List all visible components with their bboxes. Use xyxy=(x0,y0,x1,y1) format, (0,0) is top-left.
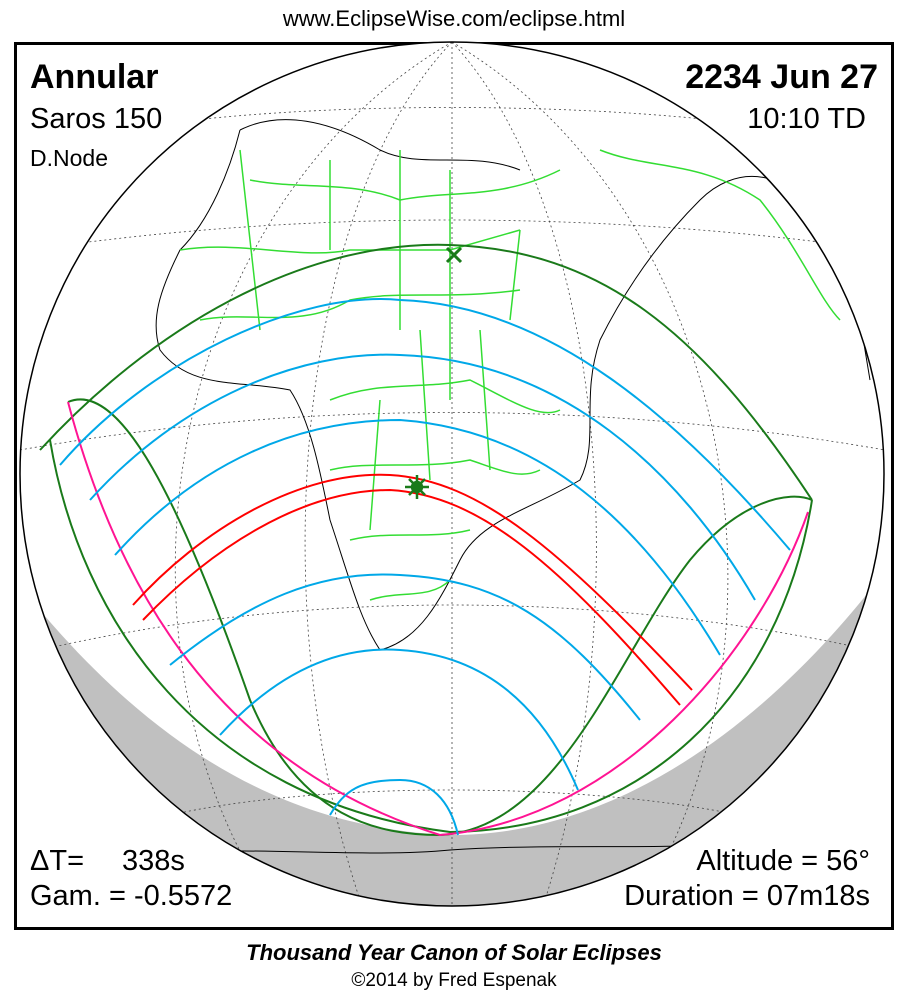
penumbral-limit-west xyxy=(67,398,813,837)
eclipse-time: 10:10 TD xyxy=(747,103,866,135)
node: D.Node xyxy=(30,145,108,171)
magnitude-curves xyxy=(59,298,791,836)
rise-set-curve xyxy=(67,401,809,837)
delta-t-label: ΔT= xyxy=(30,845,85,877)
copyright: ©2014 by Fred Espenak xyxy=(351,970,557,991)
canon-title: Thousand Year Canon of Solar Eclipses xyxy=(246,940,662,965)
penumbral-limit-north xyxy=(39,243,813,501)
greatest-eclipse-icon xyxy=(405,475,429,499)
altitude: Altitude = 56° xyxy=(696,845,870,877)
saros: Saros 150 xyxy=(30,103,163,135)
eclipse-date: 2234 Jun 27 xyxy=(685,58,878,96)
eclipse-type: Annular xyxy=(30,58,159,96)
duration: Duration = 07m18s xyxy=(624,880,870,912)
gamma: Gam. = -0.5572 xyxy=(30,880,233,912)
central-path-north xyxy=(132,473,693,691)
central-path-south xyxy=(142,488,681,706)
source-url: www.EclipseWise.com/eclipse.html xyxy=(282,6,626,31)
penumbral-limit-south xyxy=(49,439,813,834)
subsolar-point-icon xyxy=(445,246,463,264)
globe-limb xyxy=(19,41,885,907)
delta-t-value: 338s xyxy=(122,845,185,877)
